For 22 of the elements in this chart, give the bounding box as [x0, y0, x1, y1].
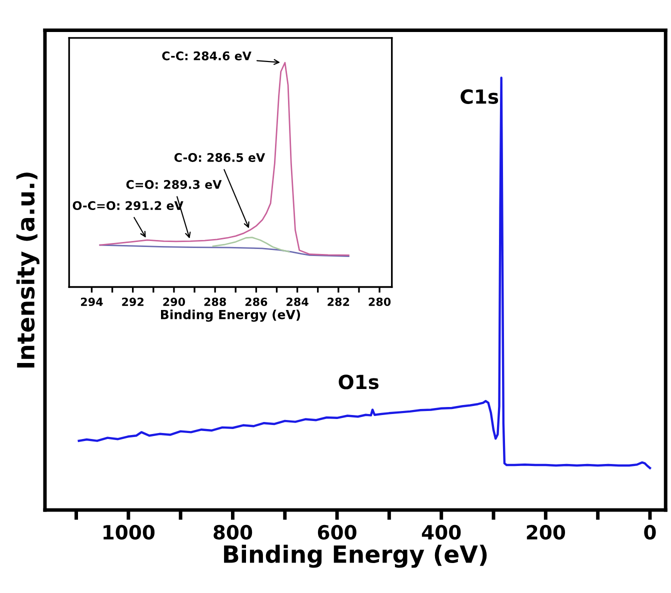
x-tick-label: 800	[214, 524, 252, 540]
x-tick-label: 600	[318, 524, 356, 540]
x-tick-label: 280	[368, 298, 391, 306]
x-tick-label: 292	[122, 298, 144, 306]
x-tick-label: 200	[526, 524, 566, 540]
y-axis-title: Intensity (a.u.)	[16, 172, 40, 368]
x-tick-label: 294	[81, 298, 103, 306]
x-tick-label: 0	[644, 524, 656, 540]
x-tick-label: 290	[163, 298, 186, 306]
x-tick-label: 400	[422, 524, 461, 540]
annotation: C-O: 286.5 eV	[174, 153, 266, 162]
x-tick-label: 286	[245, 298, 268, 306]
x-tick-label: 1000	[104, 524, 155, 540]
annotation: C-C: 284.6 eV	[162, 51, 252, 60]
x-axis-title: Binding Energy (eV)	[224, 544, 487, 568]
annotation: C=O: 289.3 eV	[126, 180, 222, 189]
x-tick-label: 284	[286, 298, 308, 306]
x-axis-title: Binding Energy (eV)	[161, 310, 300, 322]
x-tick-label: 288	[204, 298, 226, 306]
annotation: O1s	[338, 374, 379, 390]
x-tick-label: 282	[328, 298, 350, 306]
annotation: C1s	[460, 89, 498, 104]
